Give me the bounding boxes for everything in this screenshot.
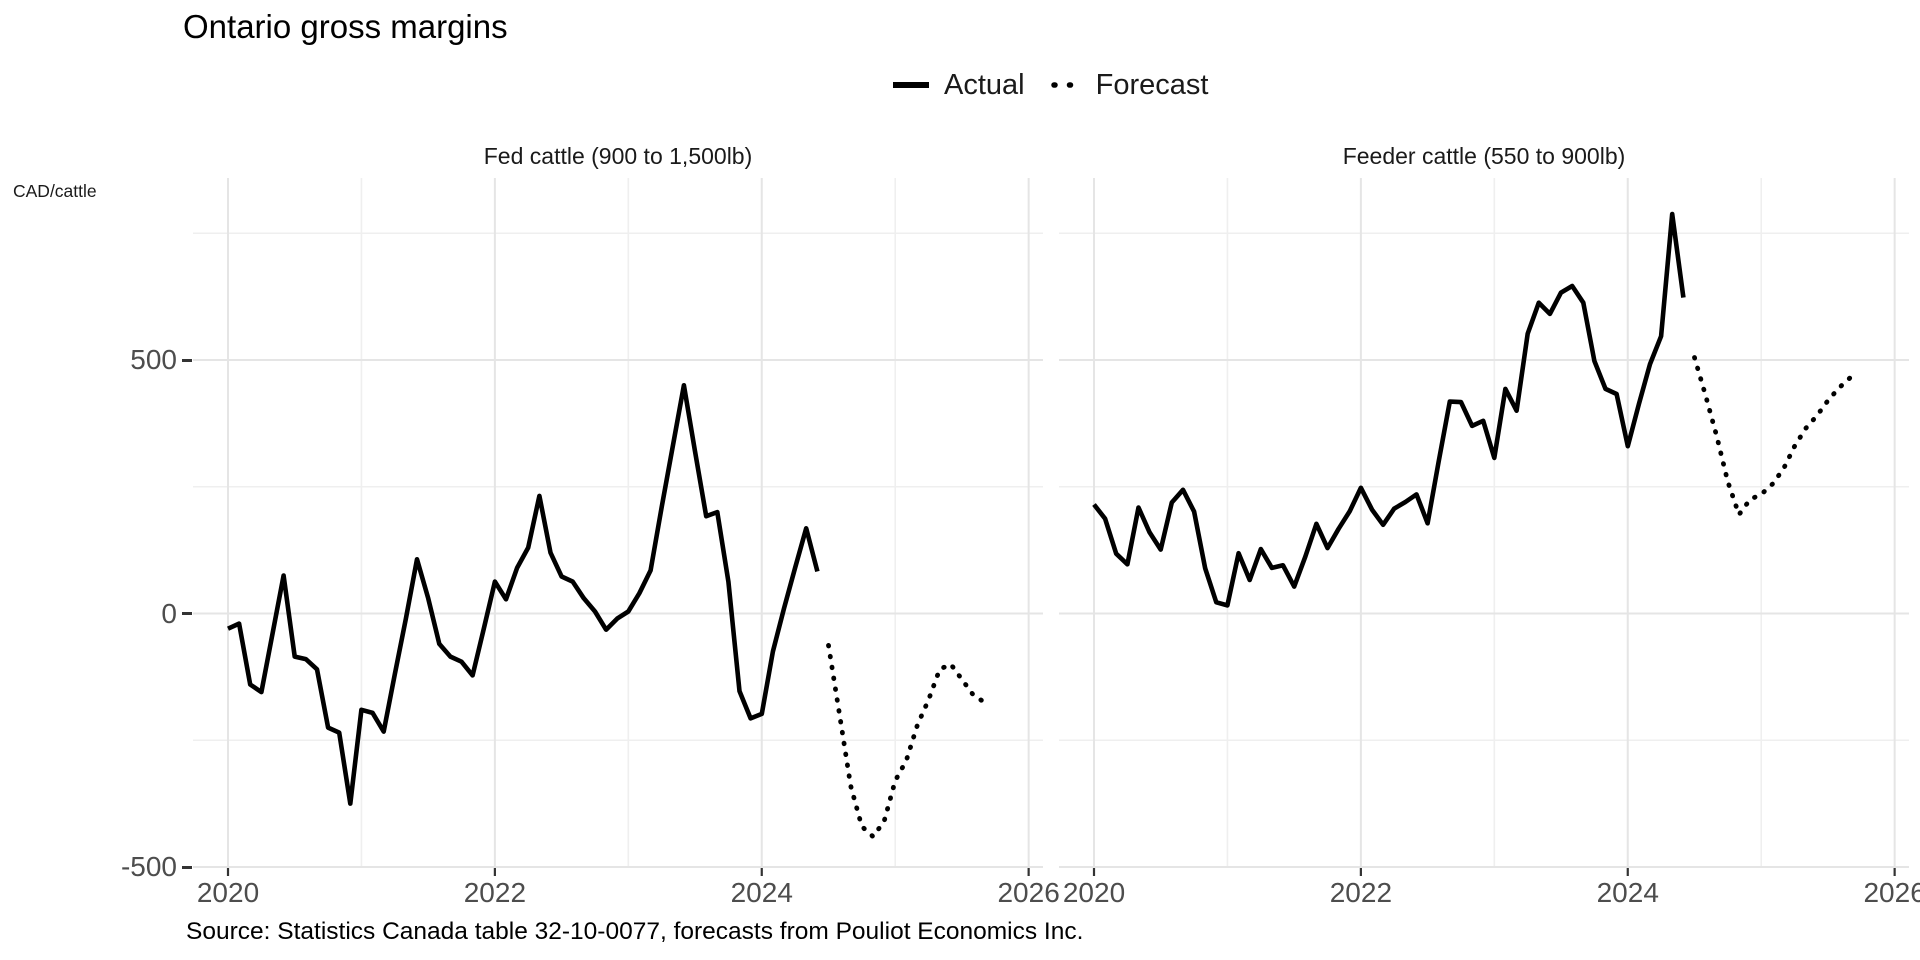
y-axis-tick — [182, 358, 192, 362]
x-axis-label: 2024 — [1596, 877, 1659, 908]
feeder-cattle-plot — [1059, 178, 1909, 876]
legend-label-forecast: Forecast — [1095, 68, 1209, 101]
x-axis-label: 2026 — [1863, 877, 1920, 908]
actual-line-key-icon — [893, 81, 929, 89]
y-axis-tick — [182, 612, 192, 615]
x-axis-label: 2020 — [1062, 877, 1126, 908]
panel-title-fed-cattle: Fed cattle (900 to 1,500lb) — [483, 143, 753, 169]
x-axis-label: 2022 — [463, 877, 527, 908]
x-axis-label: 2020 — [196, 877, 260, 908]
feeder-actual-line — [1092, 211, 1686, 608]
legend: Actual Forecast — [893, 69, 1208, 101]
x-axis-label: 2024 — [730, 877, 793, 908]
x-axis-label: 2022 — [1329, 877, 1393, 908]
y-axis-label: 500 — [130, 344, 177, 375]
forecast-line-key-icon — [1050, 81, 1081, 89]
page-title: Ontario gross margins — [183, 8, 508, 45]
panel-title-feeder-cattle: Feeder cattle (550 to 900lb) — [1342, 143, 1626, 169]
x-axis-label: 2026 — [997, 877, 1060, 908]
fed-actual-line — [227, 383, 820, 806]
fed-cattle-plot — [193, 178, 1043, 876]
legend-label-actual: Actual — [944, 68, 1025, 101]
fed-forecast-line — [826, 642, 987, 841]
source-note: Source: Statistics Canada table 32-10-00… — [186, 918, 1084, 945]
y-axis-label: 0 — [161, 597, 177, 629]
y-axis-label: -500 — [120, 851, 177, 882]
feeder-forecast-line — [1692, 355, 1853, 520]
y-axis-tick — [182, 865, 192, 869]
y-axis-unit-label: CAD/cattle — [13, 181, 97, 201]
